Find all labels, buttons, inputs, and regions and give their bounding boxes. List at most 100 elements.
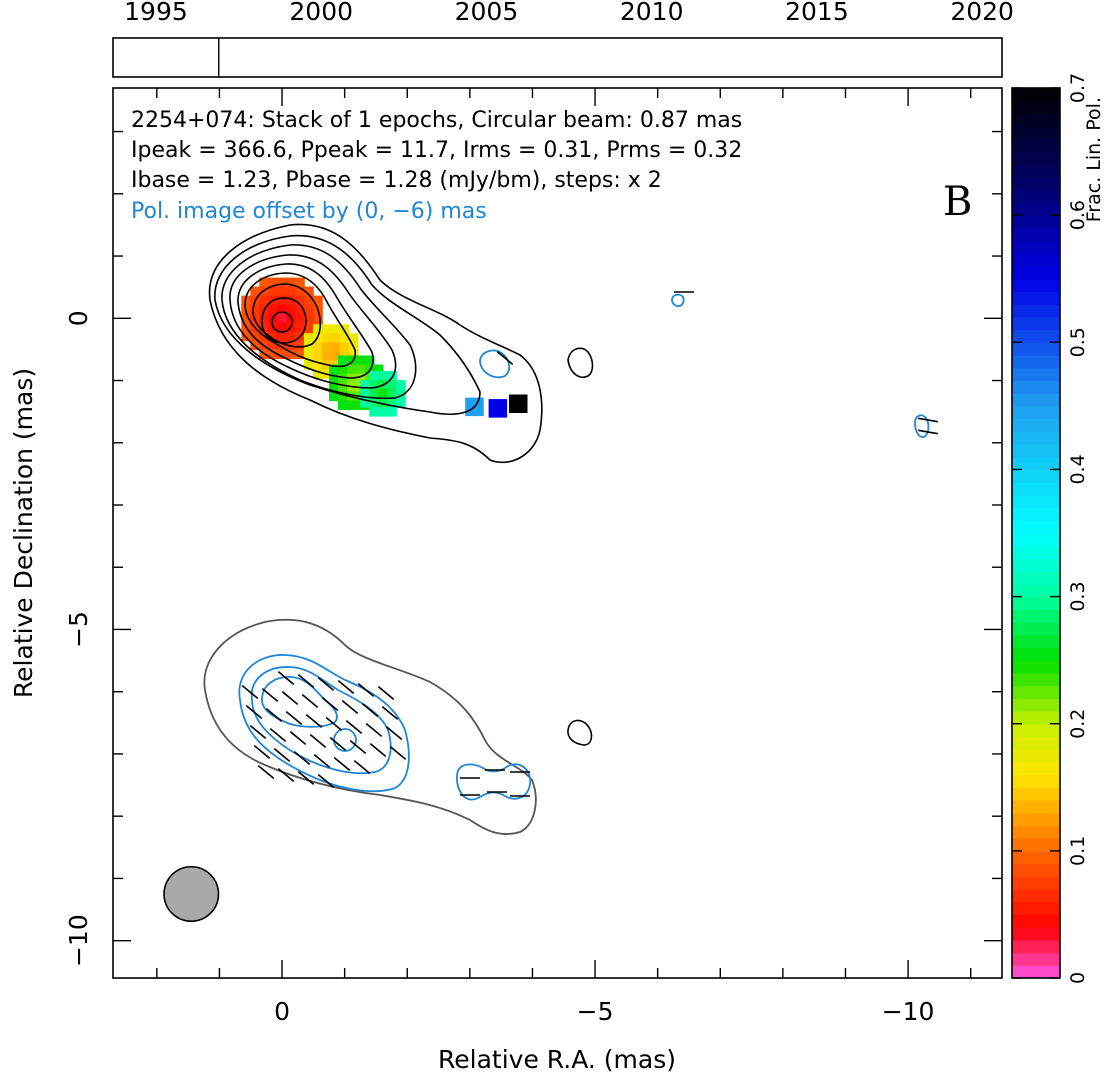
- timeline-tick-label: 2020: [950, 0, 1014, 26]
- colorbar-swatch: [1012, 711, 1060, 725]
- fpol-pixel: [356, 355, 366, 365]
- x-axis-label: Relative R.A. (mas): [438, 1045, 676, 1074]
- timeline-tick-label: 1995: [124, 0, 188, 26]
- polarization-contour: [671, 293, 685, 308]
- evpa-tick: [337, 679, 355, 695]
- colorbar-swatch: [1012, 558, 1060, 572]
- fpol-pixel: [347, 364, 357, 374]
- colorbar-swatch: [1012, 393, 1060, 407]
- fpol-pixel: [286, 340, 296, 351]
- colorbar-swatch: [1012, 304, 1060, 318]
- annotation-line-3: Ibase = 1.23, Pbase = 1.28 (mJy/bm), ste…: [131, 168, 662, 193]
- fpol-pixel: [338, 391, 348, 401]
- evpa-tick: [257, 764, 275, 780]
- colorbar-swatch: [1012, 800, 1060, 814]
- fpol-pixel: [374, 364, 384, 374]
- fpol-pixel: [378, 389, 388, 399]
- colorbar-swatch: [1012, 266, 1060, 280]
- fpol-pixel: [286, 286, 296, 297]
- fpol-pixel: [286, 277, 296, 288]
- colorbar-swatch: [1012, 685, 1060, 699]
- fpol-pixel: [347, 400, 357, 410]
- evpa-tick: [345, 719, 363, 735]
- annotation-line-2: Ipeak = 366.6, Ppeak = 11.7, Irms = 0.31…: [131, 138, 742, 163]
- fpol-pixel: [303, 333, 314, 343]
- colorbar-swatch: [1012, 113, 1060, 127]
- colorbar-swatch: [1012, 367, 1060, 382]
- polarization-contour: [914, 414, 930, 438]
- fpol-pixel: [277, 322, 287, 333]
- annotation-line-4: Pol. image offset by (0, −6) mas: [131, 199, 487, 224]
- evpa-tick: [245, 704, 263, 720]
- colorbar: 0 0.1 0.2 0.3 0.4 0.5 0.6 0.7: [1011, 73, 1089, 984]
- fpol-pixel: [241, 313, 251, 324]
- fpol-pixel: [330, 324, 341, 334]
- fpol-pixel: [497, 408, 508, 418]
- colorbar-swatch: [1012, 507, 1060, 521]
- evpa-tick: [349, 739, 367, 755]
- evpa-tick: [321, 696, 339, 712]
- fpol-pixel: [339, 342, 350, 352]
- fpol-pixel: [286, 331, 296, 342]
- fpol-pixel: [378, 398, 388, 408]
- panel-letter: B: [943, 179, 972, 225]
- intensity-contour: [244, 272, 357, 368]
- x-tick-label: 0: [274, 997, 290, 1026]
- evpa-tick: [329, 736, 347, 752]
- fpol-pixel: [474, 406, 484, 417]
- fpol-pixel: [312, 342, 323, 352]
- fpol-pixel: [465, 397, 475, 408]
- colorbar-swatch: [1012, 380, 1060, 394]
- colorbar-swatch: [1012, 240, 1060, 254]
- fpol-pixel: [387, 389, 397, 399]
- colorbar-swatch: [1012, 482, 1060, 496]
- evpa-tick: [333, 756, 351, 772]
- intensity-contour: [208, 223, 543, 464]
- beam-ellipse: [163, 865, 220, 923]
- evpa-tick: [253, 744, 271, 760]
- colorbar-swatch: [1012, 838, 1060, 852]
- fpol-pixel: [329, 373, 339, 383]
- fpol-pixel: [295, 340, 305, 351]
- colorbar-swatch: [1012, 533, 1060, 547]
- colorbar-tick-label: 0: [1067, 972, 1089, 984]
- fpol-pixel: [330, 333, 341, 343]
- colorbar-tick-label: 0.6: [1067, 200, 1089, 230]
- fpol-pixel: [303, 360, 314, 370]
- colorbar-swatch: [1012, 189, 1060, 204]
- colorbar-swatch: [1012, 723, 1060, 738]
- fpol-pixel: [277, 277, 287, 288]
- fpol-pixel: [509, 394, 519, 404]
- fpol-pixel: [497, 399, 508, 409]
- fpol-pixel: [321, 351, 332, 361]
- evpa-tick: [309, 733, 327, 749]
- fpol-pixel: [360, 398, 370, 408]
- evpa-tick: [297, 770, 315, 786]
- colorbar-swatch: [1012, 520, 1060, 534]
- evpa-tick: [269, 727, 287, 743]
- colorbar-swatch: [1012, 88, 1060, 102]
- fpol-pixel: [369, 389, 379, 399]
- fpol-pixel: [488, 408, 499, 418]
- fpol-pixel: [295, 322, 305, 333]
- evpa-tick: [365, 722, 383, 738]
- fpol-pixel: [329, 364, 339, 374]
- fpol-pixel: [356, 364, 366, 374]
- colorbar-tick-label: 0.2: [1067, 709, 1089, 739]
- evpa-tick: [289, 730, 307, 746]
- colorbar-swatch: [1012, 914, 1060, 928]
- fpol-pixel: [295, 295, 305, 306]
- timeline-frame: [112, 37, 1003, 78]
- fpol-pixel: [277, 286, 287, 297]
- fpol-pixel: [286, 295, 296, 306]
- colorbar-tick-label: 0.3: [1067, 581, 1089, 611]
- fpol-pixel: [250, 331, 260, 342]
- evpa-tick: [301, 693, 319, 709]
- colorbar-swatch: [1012, 456, 1060, 471]
- fpol-pixel: [277, 340, 287, 351]
- evpa-tick: [381, 705, 399, 721]
- colorbar-swatch: [1012, 291, 1060, 305]
- intensity-contour: [261, 297, 307, 344]
- fpol-pixel: [303, 342, 314, 352]
- intensity-contour: [252, 283, 322, 348]
